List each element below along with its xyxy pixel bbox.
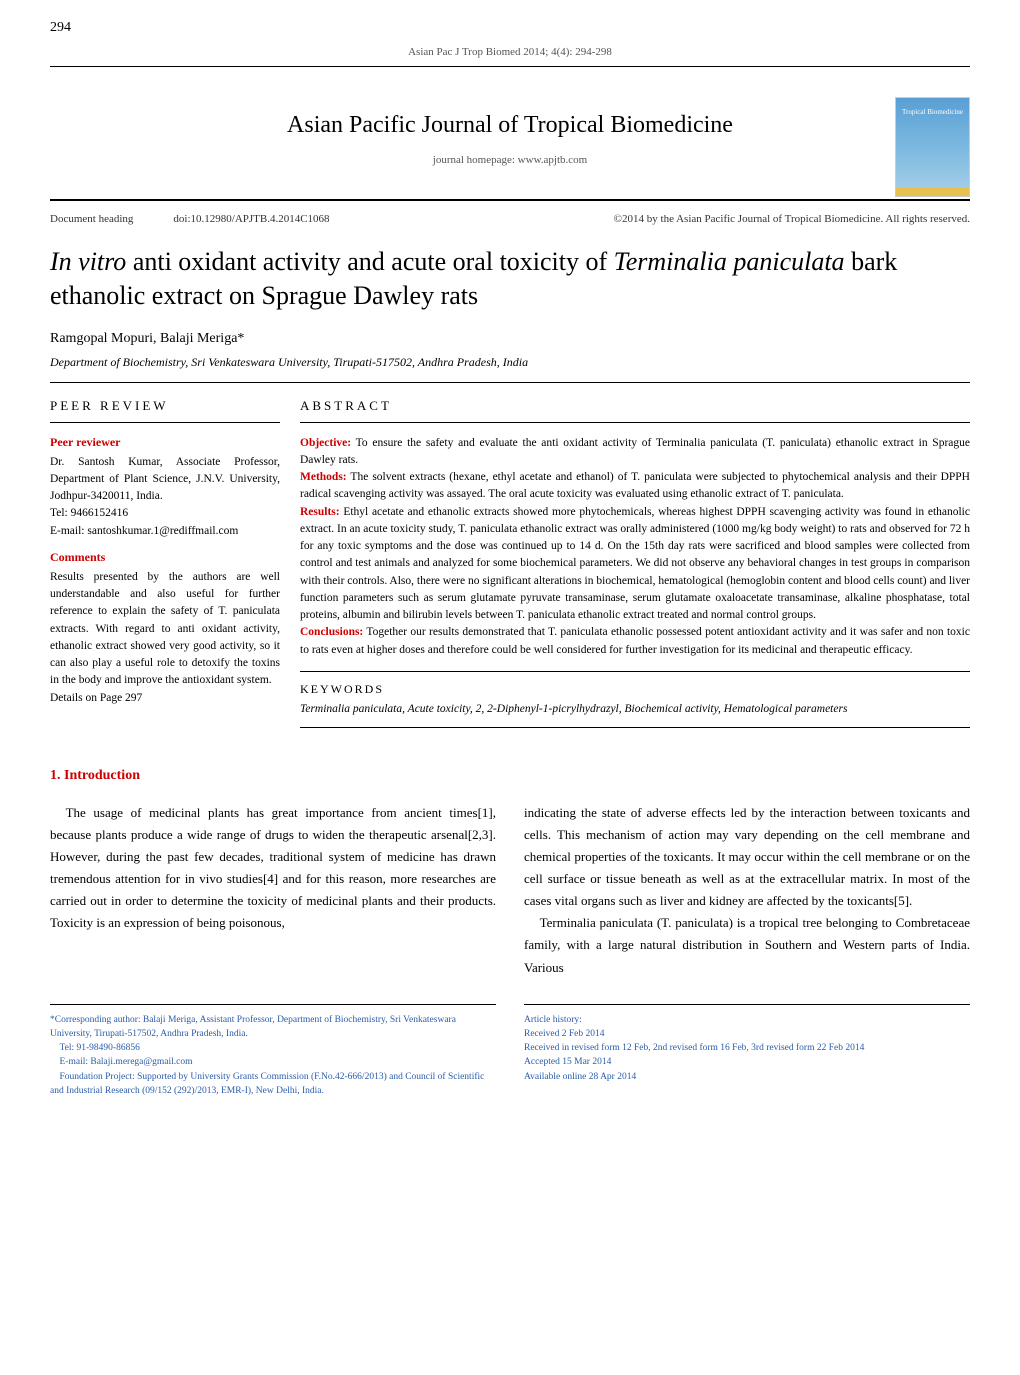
article-title: In vitro anti oxidant activity and acute… — [50, 245, 970, 313]
article-history-label: Article history: — [524, 1013, 970, 1027]
doc-heading-row: Document heading doi:10.12980/APJTB.4.20… — [50, 213, 970, 225]
accepted-date: Accepted 15 Mar 2014 — [524, 1055, 970, 1069]
footnote-left: *Corresponding author: Balaji Meriga, As… — [50, 1004, 496, 1099]
intro-para-1: The usage of medicinal plants has great … — [50, 802, 496, 935]
footnote-tel: Tel: 91-98490-86856 — [50, 1041, 496, 1055]
available-online: Available online 28 Apr 2014 — [524, 1070, 970, 1084]
cover-text: Tropical Biomedicine — [902, 108, 963, 116]
body-column-right: indicating the state of adverse effects … — [524, 802, 970, 979]
reviewer-text: Dr. Santosh Kumar, Associate Professor, … — [50, 454, 280, 506]
header-citation: Asian Pac J Trop Biomed 2014; 4(4): 294-… — [50, 41, 970, 67]
objective-label: Objective: — [300, 437, 351, 449]
peer-abstract-row: PEER REVIEW Peer reviewer Dr. Santosh Ku… — [50, 383, 970, 728]
methods-label: Methods: — [300, 471, 347, 483]
keywords-text: Terminalia paniculata, Acute toxicity, 2… — [300, 697, 970, 728]
journal-homepage: journal homepage: www.apjtb.com — [50, 154, 970, 191]
body-column-left: The usage of medicinal plants has great … — [50, 802, 496, 979]
intro-para-2a: indicating the state of adverse effects … — [524, 802, 970, 912]
intro-para-2b: Terminalia paniculata (T. paniculata) is… — [524, 912, 970, 978]
keywords-heading: KEYWORDS — [300, 671, 970, 697]
reviewer-tel: Tel: 9466152416 — [50, 505, 280, 522]
conclusions-text: Together our results demonstrated that T… — [300, 626, 970, 655]
doc-heading-label: Document heading — [50, 213, 133, 225]
authors: Ramgopal Mopuri, Balaji Meriga* — [50, 331, 970, 347]
results-label: Results: — [300, 506, 340, 518]
revised-dates: Received in revised form 12 Feb, 2nd rev… — [524, 1041, 970, 1055]
title-part-mid: anti oxidant activity and acute oral tox… — [133, 247, 614, 276]
footnote-right: Article history: Received 2 Feb 2014 Rec… — [524, 1004, 970, 1099]
received-date: Received 2 Feb 2014 — [524, 1027, 970, 1041]
corresponding-author: *Corresponding author: Balaji Meriga, As… — [50, 1013, 496, 1042]
footnote-email: E-mail: Balaji.merega@gmail.com — [50, 1055, 496, 1069]
peer-reviewer-label: Peer reviewer — [50, 435, 280, 450]
title-italic-1: In vitro — [50, 247, 133, 276]
details-text: Details on Page 297 — [50, 690, 280, 707]
peer-review-heading: PEER REVIEW — [50, 383, 280, 423]
results-text: Ethyl acetate and ethanolic extracts sho… — [300, 506, 970, 622]
abstract-column: ABSTRACT Objective: To ensure the safety… — [300, 383, 970, 728]
doi: doi:10.12980/APJTB.4.2014C1068 — [173, 213, 329, 225]
abstract-heading: ABSTRACT — [300, 383, 970, 423]
journal-cover-thumbnail: Tropical Biomedicine — [895, 97, 970, 197]
title-italic-2: Terminalia paniculata — [614, 247, 851, 276]
journal-header: Tropical Biomedicine Asian Pacific Journ… — [50, 82, 970, 201]
page-number: 294 — [0, 0, 1020, 41]
journal-title: Asian Pacific Journal of Tropical Biomed… — [50, 82, 970, 154]
peer-review-column: PEER REVIEW Peer reviewer Dr. Santosh Ku… — [50, 383, 280, 728]
copyright: ©2014 by the Asian Pacific Journal of Tr… — [614, 213, 970, 225]
body-columns: The usage of medicinal plants has great … — [50, 802, 970, 979]
affiliation: Department of Biochemistry, Sri Venkates… — [50, 355, 970, 383]
foundation-project: Foundation Project: Supported by Univers… — [50, 1070, 496, 1099]
reviewer-email: E-mail: santoshkumar.1@rediffmail.com — [50, 523, 280, 540]
comments-text: Results presented by the authors are wel… — [50, 569, 280, 690]
objective-text: To ensure the safety and evaluate the an… — [300, 437, 970, 466]
abstract-body: Objective: To ensure the safety and eval… — [300, 435, 970, 659]
methods-text: The solvent extracts (hexane, ethyl acet… — [300, 471, 970, 500]
comments-label: Comments — [50, 550, 280, 565]
conclusions-label: Conclusions: — [300, 626, 363, 638]
footnotes: *Corresponding author: Balaji Meriga, As… — [50, 1004, 970, 1099]
introduction-heading: 1. Introduction — [50, 768, 970, 784]
cover-bar — [896, 188, 969, 196]
